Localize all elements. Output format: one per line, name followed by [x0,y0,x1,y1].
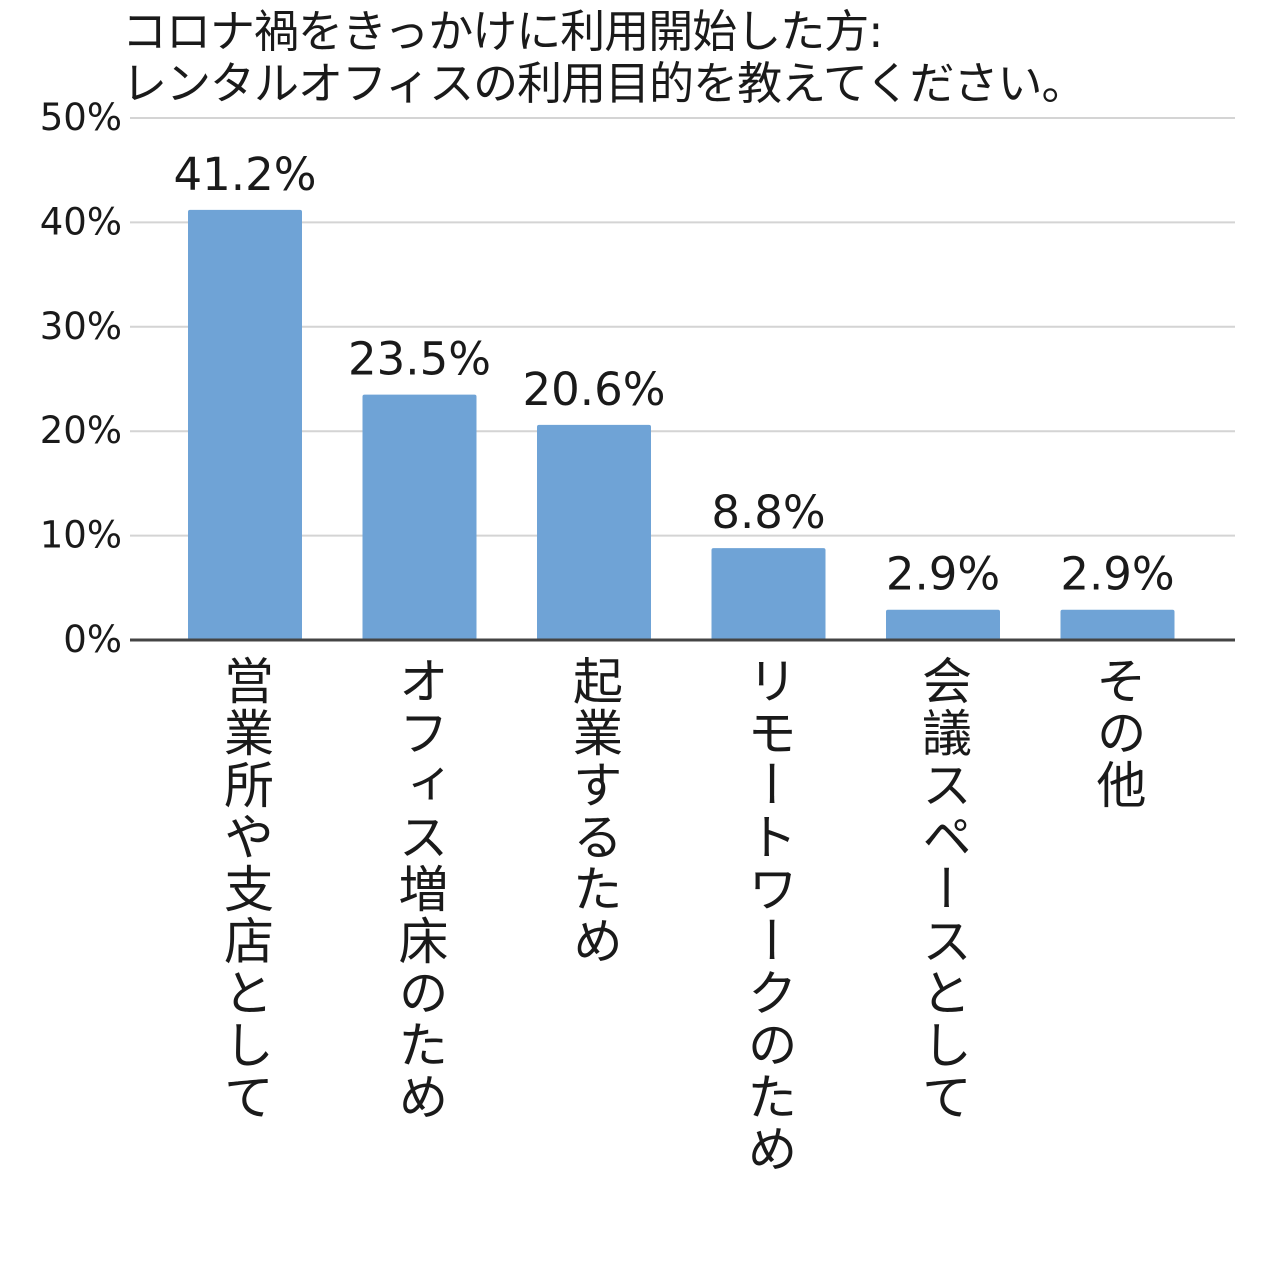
category-label: 営業所や支店として [216,655,274,1123]
y-tick-label: 50% [40,96,122,139]
category-label: その他 [1089,655,1147,811]
bar [188,209,302,640]
y-tick-label: 10% [40,514,122,557]
chart-title-line-2: レンタルオフィスの利用目的を教えてください。 [122,57,1087,110]
bar [362,394,477,640]
chart-title-line-1: コロナ禍をきっかけに利用開始した方: [122,5,883,58]
category-label: 会議スペースとして [914,655,972,1123]
data-label: 2.9% [1060,548,1174,601]
category-label: 起業するため [565,655,623,967]
chart-title: コロナ禍をきっかけに利用開始した方: レンタルオフィスの利用目的を教えてください… [122,6,1272,110]
y-tick-label: 20% [40,409,122,452]
bar [1060,609,1175,640]
data-label: 8.8% [711,486,825,539]
y-tick-label: 0% [63,618,122,661]
bar [886,609,1000,640]
data-label: 20.6% [523,363,666,416]
data-label: 2.9% [886,548,1000,601]
category-label: オフィス増床のため [391,655,449,1123]
y-tick-label: 40% [40,200,122,243]
category-label: リモートワークのため [740,655,798,1175]
bar [537,424,651,640]
y-tick-label: 30% [40,305,122,348]
data-label: 41.2% [174,148,317,201]
data-label: 23.5% [348,333,491,386]
bar [711,548,826,640]
